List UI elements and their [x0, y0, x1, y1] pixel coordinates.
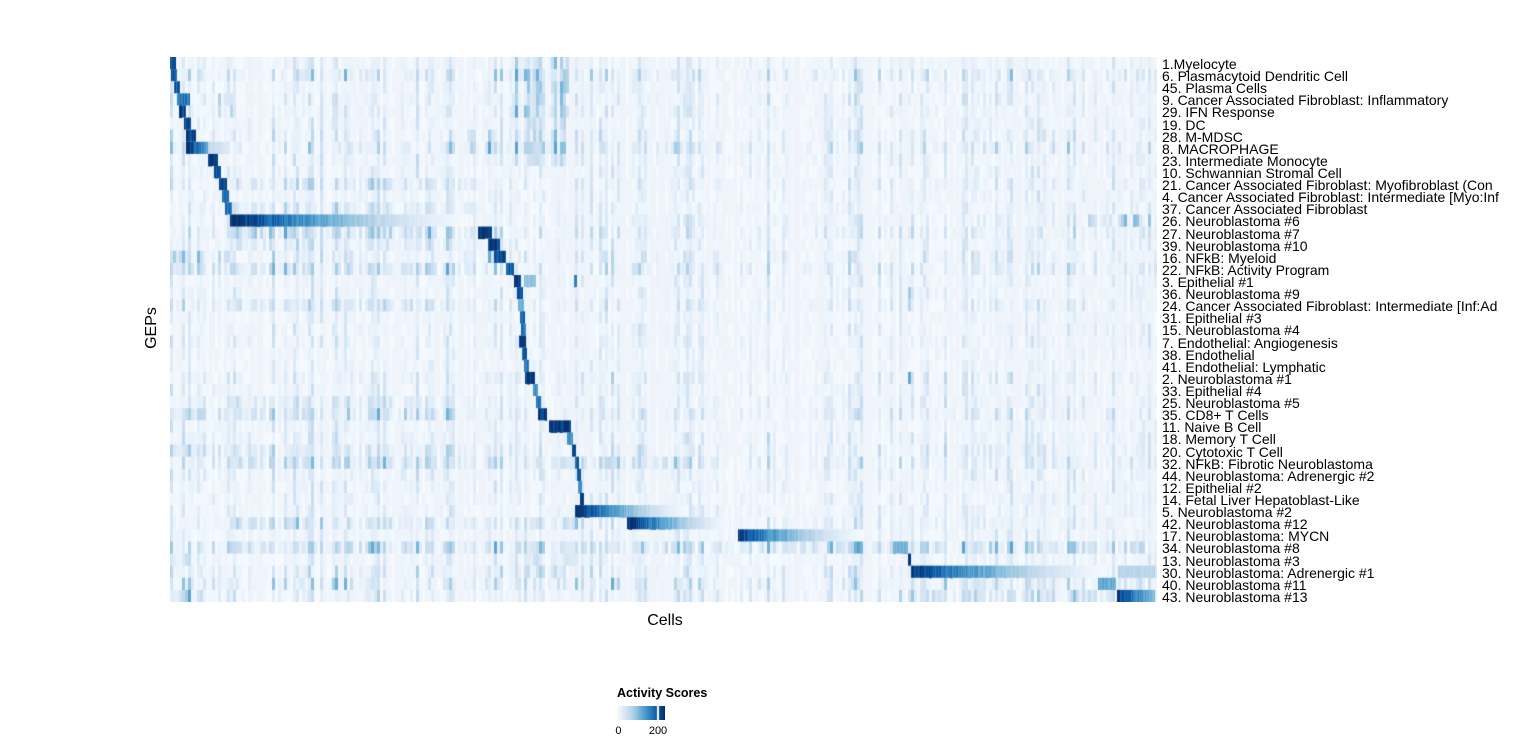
row-label: 3. Epithelial #1 [1162, 274, 1254, 290]
legend-ticks: 0 200 [615, 725, 747, 738]
legend: Activity Scores 0 200 [615, 686, 747, 738]
row-label: 8. MACROPHAGE [1162, 140, 1279, 157]
row-label: 15. Neuroblastoma #4 [1162, 322, 1300, 339]
row-label: 6. Plasmacytoid Dendritic Cell [1162, 68, 1348, 85]
row-label: 39. Neuroblastoma #10 [1162, 237, 1308, 254]
row-label: 45. Plasma Cells [1162, 80, 1268, 97]
row-label: 37. Cancer Associated Fibroblast [1162, 201, 1368, 218]
row-label: 16. NFkB: Myeloid [1162, 249, 1277, 266]
row-label: 36. Neuroblastoma #9 [1162, 286, 1300, 303]
row-label: 33. Epithelial #4 [1162, 383, 1262, 399]
row-label: 29. IFN Response [1162, 104, 1275, 121]
row-label: 32. NFkB: Fibrotic Neuroblastoma [1162, 455, 1373, 472]
x-axis-title: Cells [647, 612, 683, 629]
row-label: 26. Neuroblastoma #6 [1162, 213, 1300, 230]
row-label: 10. Schwannian Stromal Cell [1162, 165, 1342, 181]
row-label: 13. Neuroblastoma #3 [1162, 552, 1300, 569]
heatmap-canvas [170, 57, 1157, 602]
row-label: 7. Endothelial: Angiogenesis [1162, 334, 1338, 351]
row-label: 4. Cancer Associated Fibroblast: Interme… [1162, 189, 1499, 206]
legend-title: Activity Scores [617, 686, 708, 700]
row-label: 41. Endothelial: Lymphatic [1162, 358, 1326, 375]
row-label: 20. Cytotoxic T Cell [1162, 443, 1283, 460]
row-label: 27. Neuroblastoma #7 [1162, 225, 1300, 242]
row-label: 24. Cancer Associated Fibroblast: Interm… [1162, 298, 1498, 315]
row-label: 43. Neuroblastoma #13 [1162, 588, 1308, 605]
row-label: 40. Neuroblastoma #11 [1162, 576, 1307, 593]
row-label: 9. Cancer Associated Fibroblast: Inflamm… [1162, 92, 1449, 109]
row-label: 11. Naive B Cell [1162, 419, 1262, 436]
row-label: 35. CD8+ T Cells [1162, 407, 1269, 424]
row-label: 17. Neuroblastoma: MYCN [1162, 528, 1330, 545]
legend-tick-label: 200 [648, 725, 668, 737]
row-label: 12. Epithelial #2 [1162, 479, 1262, 496]
row-label: 34. Neuroblastoma #8 [1162, 540, 1300, 557]
legend-tick-label: 0 [615, 725, 622, 737]
row-label: 23. Intermediate Monocyte [1162, 152, 1328, 169]
row-labels: 1.Myelocyte 6. Plasmacytoid Dendritic Cel… [1162, 57, 1540, 617]
row-label: 14. Fetal Liver Hepatoblast-Like [1162, 492, 1360, 508]
row-label: 42. Neuroblastoma #12 [1162, 516, 1308, 533]
row-label: 31. Epithelial #3 [1162, 310, 1262, 327]
row-label: 1.Myelocyte [1162, 56, 1237, 72]
y-axis-title: GEPs [143, 307, 160, 349]
row-label: 2. Neuroblastoma #1 [1162, 370, 1292, 387]
row-label: 5. Neuroblastoma #2 [1162, 504, 1292, 521]
row-label: 30. Neuroblastoma: Adrenergic #1 [1162, 564, 1375, 581]
row-label: 21. Cancer Associated Fibroblast: Myofib… [1162, 177, 1493, 194]
row-label: 38. Endothelial [1162, 346, 1255, 363]
row-label: 19. DC [1162, 116, 1206, 133]
row-label: 44. Neuroblastoma: Adrenergic #2 [1162, 467, 1375, 484]
row-label: 18. Memory T Cell [1162, 431, 1276, 448]
row-label: 25. Neuroblastoma #5 [1162, 395, 1300, 412]
row-label: 22. NFkB: Activity Program [1162, 261, 1330, 278]
row-label: 28. M-MDSC [1162, 128, 1243, 145]
legend-gradient-bar [617, 706, 665, 720]
